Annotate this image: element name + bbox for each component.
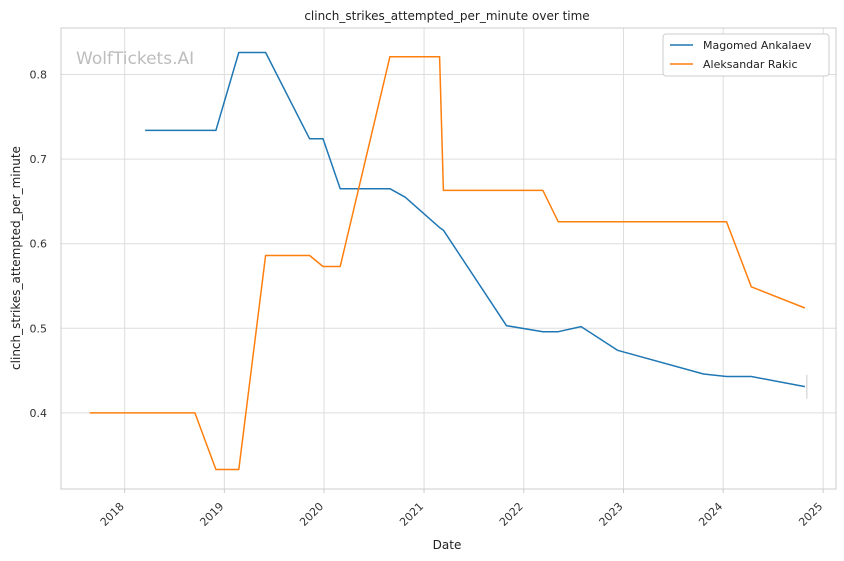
x-tick-label: 2022 (497, 500, 526, 529)
legend-box (662, 33, 830, 77)
y-tick-label: 0.8 (30, 69, 48, 82)
x-tick-label: 2024 (696, 500, 725, 529)
x-tick-label: 2018 (98, 500, 127, 529)
plot-area (60, 27, 837, 490)
legend: Magomed Ankalaev Aleksandar Rakic (662, 33, 830, 77)
y-axis-label: clinch_strikes_attempted_per_minute (9, 146, 23, 370)
chart-title: clinch_strikes_attempted_per_minute over… (304, 9, 589, 23)
grid (61, 28, 836, 489)
legend-label-rakic: Aleksandar Rakic (703, 58, 798, 71)
series-layer (89, 51, 808, 471)
x-tick-label: 2019 (197, 500, 226, 529)
x-tick-label: 2025 (796, 500, 825, 529)
legend-label-ankalaev: Magomed Ankalaev (703, 39, 812, 52)
y-tick-label: 0.4 (30, 407, 48, 420)
y-axis-ticks: 0.4 0.5 0.6 0.7 0.8 (30, 69, 48, 420)
x-axis-label: Date (433, 538, 462, 552)
series-line-1 (89, 56, 806, 471)
y-tick-label: 0.7 (30, 153, 48, 166)
watermark: WolfTickets.AI (76, 49, 194, 69)
y-tick-label: 0.6 (30, 238, 48, 251)
y-tick-label: 0.5 (30, 322, 48, 335)
x-tick-label: 2021 (397, 500, 426, 529)
x-tick-label: 2023 (597, 500, 626, 529)
series-line-0 (145, 51, 806, 388)
x-tick-label: 2020 (297, 500, 326, 529)
x-axis-ticks: 2018 2019 2020 2021 2022 2023 2024 2025 (98, 489, 825, 529)
